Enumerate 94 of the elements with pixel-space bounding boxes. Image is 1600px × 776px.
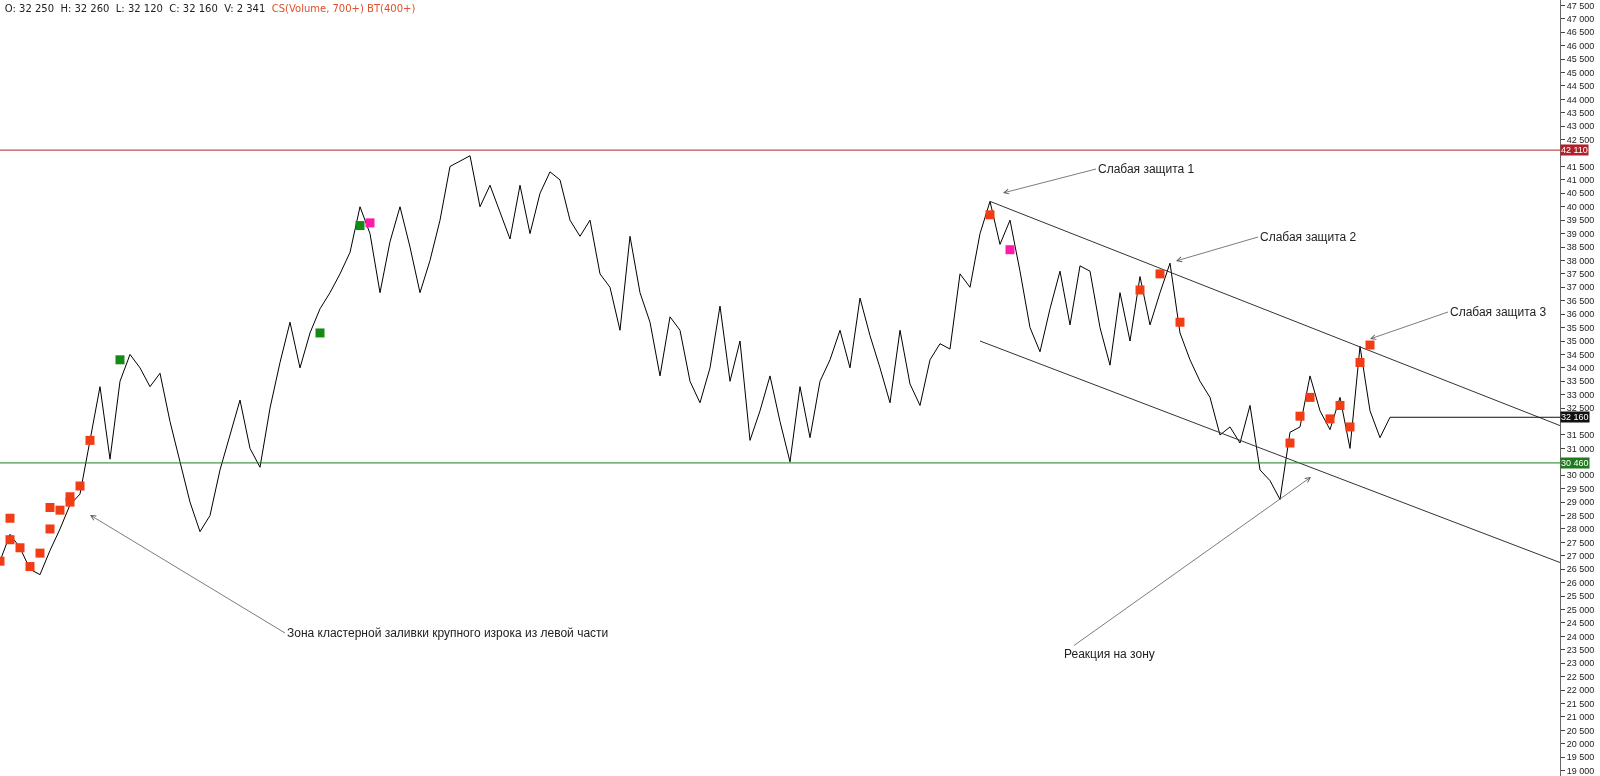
y-tick-label: 33 500 xyxy=(1566,376,1595,387)
point xyxy=(65,497,75,507)
y-tick-label: 31 500 xyxy=(1566,430,1595,441)
point xyxy=(1155,269,1165,279)
y-tick-label: 20 500 xyxy=(1566,725,1595,736)
y-tick-label: 35 000 xyxy=(1566,336,1595,347)
y-tick-label: 42 500 xyxy=(1566,134,1595,145)
point xyxy=(1295,411,1305,421)
y-tick-label: 35 500 xyxy=(1566,322,1595,333)
y-tick-label: 45 500 xyxy=(1566,54,1595,65)
point xyxy=(15,543,25,553)
y-tick-label: 38 500 xyxy=(1566,242,1595,253)
point xyxy=(45,524,55,534)
point xyxy=(55,505,65,515)
y-tick-label: 26 000 xyxy=(1566,577,1595,588)
y-tick-label: 40 500 xyxy=(1566,188,1595,199)
y-tick-label: 36 000 xyxy=(1566,309,1595,320)
y-tick-label: 47 000 xyxy=(1566,13,1595,24)
y-tick-label: 41 500 xyxy=(1566,161,1595,172)
chart-title: O: 32 250 H: 32 260 L: 32 120 C: 32 160 V: 2 341 xyxy=(4,3,266,15)
y-tick-label: 37 500 xyxy=(1566,269,1595,280)
y-tick-label: 26 500 xyxy=(1566,564,1595,575)
y-tick-label: 46 000 xyxy=(1566,40,1595,51)
y-tick-label: 38 000 xyxy=(1566,255,1595,266)
point xyxy=(985,210,995,220)
y-tick-label: 43 000 xyxy=(1566,121,1595,132)
y-tick-label: 30 000 xyxy=(1566,470,1595,481)
y-tick-label: 31 000 xyxy=(1566,443,1595,454)
point xyxy=(1285,438,1295,448)
point xyxy=(85,435,95,445)
y-tick-label: 44 000 xyxy=(1566,94,1595,105)
y-tick-label: 21 000 xyxy=(1566,712,1595,723)
y-tick-label: 34 000 xyxy=(1566,363,1595,374)
y-tick-label: 43 500 xyxy=(1566,107,1595,118)
y-tick-label: 25 000 xyxy=(1566,604,1595,615)
y-tick-label: 24 500 xyxy=(1566,618,1595,629)
y-tick-label: 39 000 xyxy=(1566,228,1595,239)
y-tick-label: 46 500 xyxy=(1566,27,1595,38)
y-tick-label: 23 500 xyxy=(1566,644,1595,655)
annotation: Слабая защита 3 xyxy=(1450,305,1547,319)
y-tick-label: 27 000 xyxy=(1566,550,1595,561)
y-tick-label: 39 500 xyxy=(1566,215,1595,226)
point xyxy=(5,535,15,545)
y-tick-label: 22 500 xyxy=(1566,671,1595,682)
ref-line-label: 42 110 xyxy=(1561,145,1588,155)
y-tick-label: 21 500 xyxy=(1566,698,1595,709)
point xyxy=(365,218,375,228)
y-tick-label: 23 000 xyxy=(1566,658,1595,669)
y-tick-label: 29 000 xyxy=(1566,497,1595,508)
y-tick-label: 41 000 xyxy=(1566,175,1595,186)
point xyxy=(25,562,35,572)
y-tick-label: 28 000 xyxy=(1566,524,1595,535)
point xyxy=(1355,357,1365,367)
y-tick-label: 47 500 xyxy=(1566,0,1595,11)
y-tick-label: 28 500 xyxy=(1566,510,1595,521)
y-tick-label: 20 000 xyxy=(1566,738,1595,749)
y-tick-label: 44 500 xyxy=(1566,81,1595,92)
point xyxy=(1135,285,1145,295)
y-tick-label: 36 500 xyxy=(1566,295,1595,306)
y-tick-label: 25 500 xyxy=(1566,591,1595,602)
point xyxy=(1325,414,1335,424)
point xyxy=(75,481,85,491)
y-tick-label: 24 000 xyxy=(1566,631,1595,642)
y-tick-label: 40 000 xyxy=(1566,201,1595,212)
y-tick-label: 22 000 xyxy=(1566,685,1595,696)
point xyxy=(1345,422,1355,432)
y-tick-label: 33 000 xyxy=(1566,389,1595,400)
y-tick-label: 29 500 xyxy=(1566,483,1595,494)
point xyxy=(1005,245,1015,255)
point xyxy=(115,355,125,365)
line-series xyxy=(0,155,1391,576)
point xyxy=(5,513,15,523)
annotation: Слабая защита 1 xyxy=(1098,162,1195,176)
point xyxy=(1305,392,1315,402)
point xyxy=(1175,317,1185,327)
y-tick-label: 27 500 xyxy=(1566,537,1595,548)
y-tick-label: 37 000 xyxy=(1566,282,1595,293)
point xyxy=(45,502,55,512)
annotation: Реакция на зону xyxy=(1064,647,1155,661)
chart-subtitle: CS(Volume, 700+) BT(400+) xyxy=(271,3,416,15)
y-tick-label: 34 500 xyxy=(1566,349,1595,360)
point xyxy=(35,548,45,558)
y-tick-label: 19 500 xyxy=(1566,752,1595,763)
y-tick-label: 19 000 xyxy=(1566,765,1595,776)
ref-line-label: 32 160 xyxy=(1561,412,1589,422)
ref-line-label: 30 460 xyxy=(1561,458,1589,468)
annotation: Слабая защита 2 xyxy=(1260,230,1357,244)
y-tick-label: 32 500 xyxy=(1566,403,1595,414)
point xyxy=(315,328,325,338)
point xyxy=(1365,340,1375,350)
y-tick-label: 45 000 xyxy=(1566,67,1595,78)
point xyxy=(1335,400,1345,410)
point xyxy=(355,221,365,231)
annotation: Зона кластерной заливки крупного изрока из левой части xyxy=(287,626,609,640)
